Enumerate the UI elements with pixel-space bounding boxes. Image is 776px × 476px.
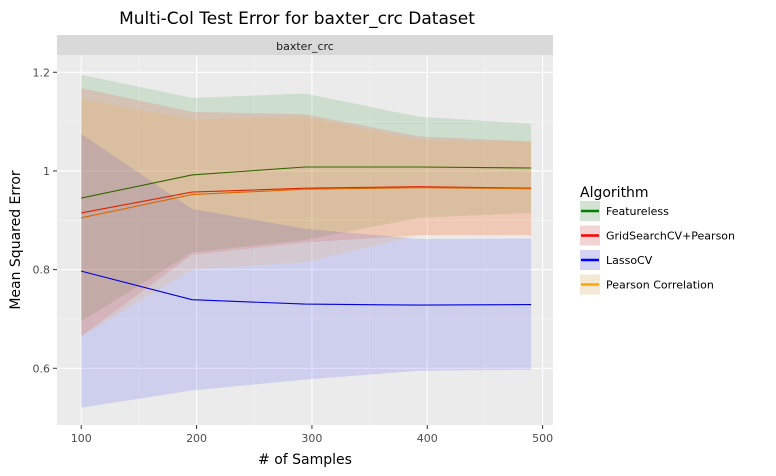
- gridlines: [57, 55, 553, 425]
- line-featureless: [81, 166, 532, 199]
- line-gridsearchcv-pearson: [81, 186, 532, 214]
- x-tick-label: 400: [417, 432, 438, 445]
- x-axis: 100 200 300 400 500: [71, 425, 553, 445]
- legend-label-pearson-correlation: Pearson Correlation: [606, 279, 714, 292]
- legend-label-gridsearchcv-pearson: GridSearchCV+Pearson: [606, 230, 735, 243]
- line-lassocv: [81, 270, 532, 306]
- facet-label: baxter_crc: [276, 40, 334, 53]
- x-tick-label: 200: [186, 432, 207, 445]
- band-pearson-correlation: [81, 99, 532, 337]
- series-lines: [81, 166, 532, 306]
- facet-strip: [57, 35, 553, 55]
- band-gridsearchcv-pearson: [81, 88, 532, 337]
- legend-title: Algorithm: [580, 185, 649, 201]
- y-tick-label: 1: [43, 165, 50, 178]
- x-axis-label: # of Samples: [258, 452, 352, 468]
- x-tick-label: 100: [71, 432, 92, 445]
- legend: Algorithm Featureless GridSearchCV+Pearso…: [580, 185, 735, 295]
- band-featureless: [81, 74, 532, 322]
- line-pearson-correlation: [81, 187, 532, 219]
- legend-label-featureless: Featureless: [606, 205, 669, 218]
- band-lassocv: [81, 133, 532, 408]
- x-tick-label: 300: [301, 432, 322, 445]
- y-axis-label: Mean Squared Error: [8, 170, 24, 310]
- chart-title: Multi-Col Test Error for baxter_crc Data…: [119, 9, 475, 29]
- y-axis: 0.6 0.8 1 1.2: [33, 66, 57, 375]
- y-tick-label: 1.2: [33, 66, 51, 79]
- legend-label-lassocv: LassoCV: [606, 254, 653, 267]
- y-tick-label: 0.8: [33, 264, 51, 277]
- confidence-bands: [81, 74, 532, 408]
- plot-panel: [57, 55, 553, 425]
- x-tick-label: 500: [532, 432, 553, 445]
- y-tick-label: 0.6: [33, 362, 51, 375]
